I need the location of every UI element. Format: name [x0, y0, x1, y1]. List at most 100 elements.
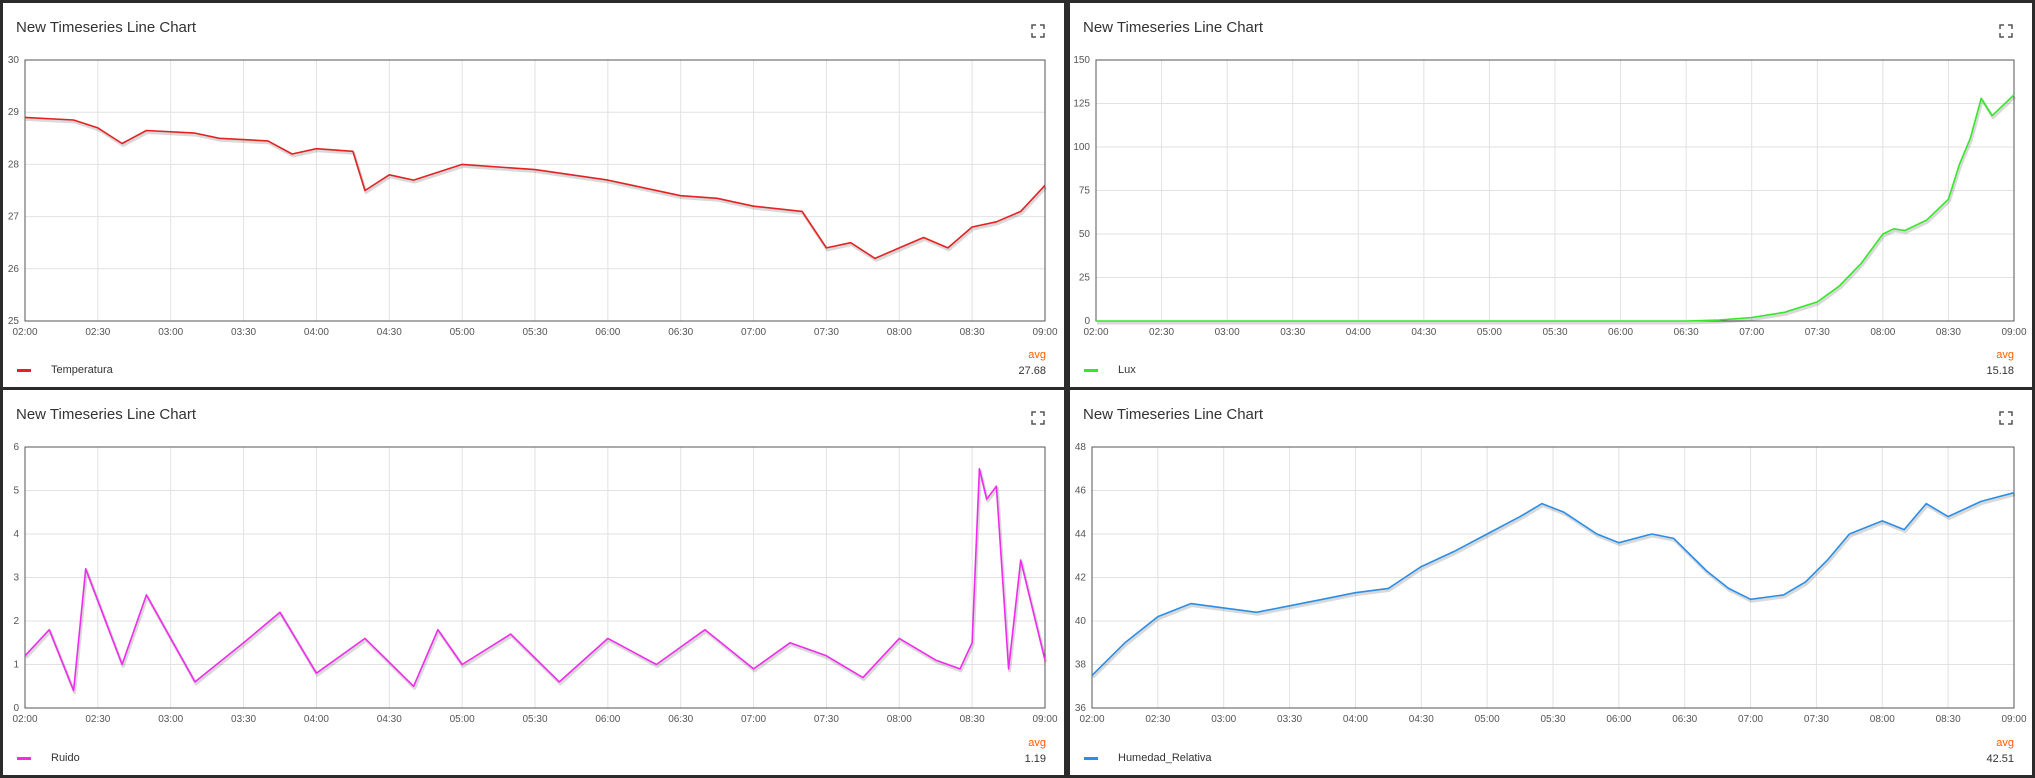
- legend-label: Temperatura: [51, 364, 113, 376]
- y-tick-label: 2: [13, 616, 19, 627]
- x-tick-label: 03:30: [1277, 714, 1302, 725]
- series-line-humedad-relativa: [1091, 491, 2015, 676]
- x-tick-label: 06:00: [595, 327, 620, 338]
- chart-widget-lux: New Timeseries Line Chart 02:00 02:30 03:0…: [1070, 3, 2032, 387]
- x-tick-label: 08:30: [1936, 327, 1961, 338]
- x-tick-label: 04:00: [304, 714, 329, 725]
- x-tick-label: 04:30: [377, 714, 402, 725]
- legend[interactable]: Lux: [1084, 363, 1136, 377]
- x-tick-label: 02:30: [85, 714, 110, 725]
- grid: [24, 59, 1046, 322]
- legend[interactable]: Ruido: [17, 751, 80, 765]
- x-tick-label: 08:00: [887, 714, 912, 725]
- y-tick-label: 0: [13, 703, 19, 714]
- x-tick-label: 02:00: [1083, 327, 1108, 338]
- legend[interactable]: Temperatura: [17, 363, 113, 377]
- chart-widget-temperatura: New Timeseries Line Chart 02:00 02:30 03:0…: [3, 3, 1064, 387]
- x-tick-label: 08:30: [960, 714, 985, 725]
- x-tick-label: 07:30: [1805, 327, 1830, 338]
- x-tick-label: 06:00: [595, 714, 620, 725]
- x-tick-label: 02:30: [1145, 714, 1170, 725]
- y-tick-label: 38: [1075, 660, 1087, 671]
- y-tick-label: 75: [1079, 186, 1091, 197]
- x-tick-label: 08:30: [960, 327, 985, 338]
- y-tick-label: 36: [1075, 703, 1087, 714]
- series-line-ruido: [24, 468, 1046, 692]
- x-tick-label: 08:00: [887, 327, 912, 338]
- fullscreen-icon[interactable]: [1030, 410, 1046, 426]
- legend-swatch: [17, 368, 31, 372]
- x-tick-label: 02:00: [12, 327, 37, 338]
- x-tick-label: 07:00: [1738, 714, 1763, 725]
- y-tick-label: 6: [13, 442, 19, 453]
- avg-value: 1.19: [1024, 753, 1046, 765]
- y-tick-label: 44: [1075, 529, 1087, 540]
- plot-frame: [24, 59, 1046, 322]
- x-tick-label: 09:00: [2001, 327, 2026, 338]
- avg-header: avg: [1028, 349, 1046, 361]
- x-tick-label: 05:00: [1475, 714, 1500, 725]
- avg-header: avg: [1996, 737, 2014, 749]
- y-tick-label: 3: [13, 573, 19, 584]
- x-tick-label: 08:00: [1870, 327, 1895, 338]
- y-tick-label: 29: [8, 107, 20, 118]
- x-tick-label: 03:30: [1280, 327, 1305, 338]
- avg-header: avg: [1028, 737, 1046, 749]
- legend-swatch: [1084, 368, 1098, 372]
- x-tick-label: 07:30: [814, 327, 839, 338]
- x-tick-label: 05:30: [522, 327, 547, 338]
- plot-frame: [1091, 446, 2015, 709]
- legend-swatch: [17, 756, 31, 760]
- legend-label: Humedad_Relativa: [1118, 752, 1212, 764]
- y-tick-label: 5: [13, 486, 19, 497]
- x-tick-label: 04:30: [1411, 327, 1436, 338]
- widget-title: New Timeseries Line Chart: [1083, 19, 1264, 36]
- x-tick-label: 08:30: [1936, 714, 1961, 725]
- x-tick-label: 08:00: [1870, 714, 1895, 725]
- avg-value: 42.51: [1986, 753, 2014, 765]
- line-chart-ruido: 02:00 02:30 03:00 03:30 04:00 04:30 05:00 05:30…: [12, 442, 1057, 725]
- x-tick-label: 04:00: [1343, 714, 1368, 725]
- grid: [1091, 446, 2015, 709]
- fullscreen-icon[interactable]: [1998, 410, 2014, 426]
- series-line-shadow: [1091, 493, 2016, 679]
- x-tick-label: 03:30: [231, 714, 256, 725]
- x-tick-label: 07:30: [1804, 714, 1829, 725]
- widget-title: New Timeseries Line Chart: [1083, 406, 1264, 423]
- x-tick-label: 05:00: [1477, 327, 1502, 338]
- plot-frame: [24, 446, 1046, 709]
- x-tick-label: 02:30: [85, 327, 110, 338]
- x-tick-label: 04:30: [377, 327, 402, 338]
- legend-swatch: [1084, 756, 1098, 760]
- y-tick-label: 125: [1073, 99, 1090, 110]
- fullscreen-icon[interactable]: [1030, 23, 1046, 39]
- grid: [1095, 59, 2015, 322]
- x-tick-label: 04:30: [1409, 714, 1434, 725]
- x-tick-label: 06:30: [668, 714, 693, 725]
- series-line-temperatura: [24, 116, 1046, 260]
- y-tick-label: 30: [8, 55, 20, 66]
- x-tick-label: 09:00: [1032, 327, 1057, 338]
- x-tick-label: 05:30: [1542, 327, 1567, 338]
- x-tick-label: 06:30: [668, 327, 693, 338]
- x-tick-label: 02:00: [1079, 714, 1104, 725]
- y-tick-label: 26: [8, 264, 20, 275]
- chart-widget-humedad-relativa: New Timeseries Line Chart 02:00 02:30 03:0…: [1070, 390, 2032, 775]
- x-tick-label: 03:00: [158, 327, 183, 338]
- y-tick-label: 27: [8, 212, 20, 223]
- legend-label: Ruido: [51, 752, 80, 764]
- x-tick-label: 03:00: [1215, 327, 1240, 338]
- line-chart-humedad-relativa: 02:00 02:30 03:00 03:30 04:00 04:30 05:00 05:30…: [1075, 442, 2027, 725]
- widget-title: New Timeseries Line Chart: [16, 19, 197, 36]
- x-tick-label: 07:00: [741, 327, 766, 338]
- x-tick-label: 02:00: [12, 714, 37, 725]
- widget-title: New Timeseries Line Chart: [16, 406, 197, 423]
- series-line-lux: [1096, 94, 2015, 322]
- legend[interactable]: Humedad_Relativa: [1084, 751, 1212, 765]
- fullscreen-icon[interactable]: [1998, 23, 2014, 39]
- grid: [24, 446, 1046, 709]
- x-tick-label: 07:00: [1739, 327, 1764, 338]
- x-tick-label: 05:00: [450, 714, 475, 725]
- x-tick-label: 07:00: [741, 714, 766, 725]
- y-tick-label: 4: [13, 529, 19, 540]
